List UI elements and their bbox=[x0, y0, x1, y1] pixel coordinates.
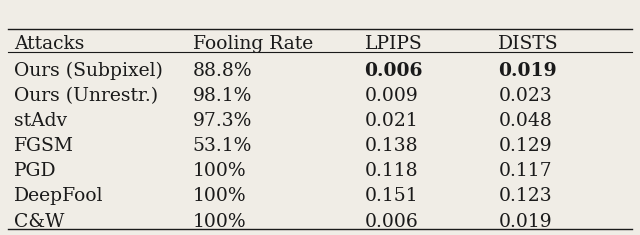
Text: 0.048: 0.048 bbox=[499, 112, 552, 130]
Text: 100%: 100% bbox=[193, 162, 246, 180]
Text: 0.138: 0.138 bbox=[365, 137, 418, 155]
Text: 100%: 100% bbox=[193, 188, 246, 205]
Text: 0.151: 0.151 bbox=[365, 188, 418, 205]
Text: LPIPS: LPIPS bbox=[365, 35, 422, 53]
Text: 0.006: 0.006 bbox=[365, 212, 419, 231]
Text: 98.1%: 98.1% bbox=[193, 87, 252, 105]
Text: PGD: PGD bbox=[14, 162, 57, 180]
Text: 53.1%: 53.1% bbox=[193, 137, 252, 155]
Text: Ours (Subpixel): Ours (Subpixel) bbox=[14, 62, 163, 80]
Text: 0.006: 0.006 bbox=[365, 62, 423, 80]
Text: 0.023: 0.023 bbox=[499, 87, 552, 105]
Text: 0.019: 0.019 bbox=[499, 212, 552, 231]
Text: 88.8%: 88.8% bbox=[193, 62, 252, 80]
Text: 0.129: 0.129 bbox=[499, 137, 552, 155]
Text: FGSM: FGSM bbox=[14, 137, 74, 155]
Text: Ours (Unrestr.): Ours (Unrestr.) bbox=[14, 87, 158, 105]
Text: 0.009: 0.009 bbox=[365, 87, 419, 105]
Text: 0.117: 0.117 bbox=[499, 162, 552, 180]
Text: 0.019: 0.019 bbox=[499, 62, 557, 80]
Text: Attacks: Attacks bbox=[14, 35, 84, 53]
Text: DeepFool: DeepFool bbox=[14, 188, 104, 205]
Text: Fooling Rate: Fooling Rate bbox=[193, 35, 313, 53]
Text: C&W: C&W bbox=[14, 212, 65, 231]
Text: 100%: 100% bbox=[193, 212, 246, 231]
Text: stAdv: stAdv bbox=[14, 112, 67, 130]
Text: 97.3%: 97.3% bbox=[193, 112, 252, 130]
Text: 0.021: 0.021 bbox=[365, 112, 419, 130]
Text: 0.118: 0.118 bbox=[365, 162, 418, 180]
Text: DISTS: DISTS bbox=[499, 35, 559, 53]
Text: 0.123: 0.123 bbox=[499, 188, 552, 205]
